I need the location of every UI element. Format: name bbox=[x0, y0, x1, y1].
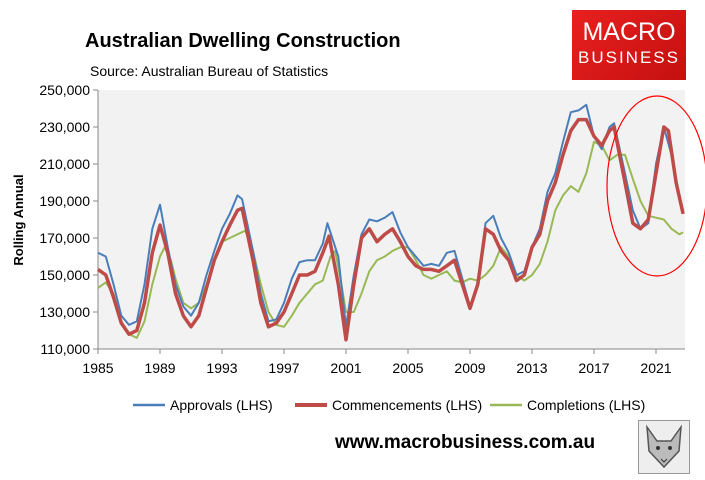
x-tick-label: 1989 bbox=[144, 360, 175, 376]
y-tick-label: 110,000 bbox=[40, 341, 90, 357]
annotation-ellipse bbox=[606, 95, 705, 277]
macrobusiness-logo: MACRO BUSINESS bbox=[572, 10, 686, 80]
legend-label: Approvals (LHS) bbox=[170, 397, 273, 413]
x-tick-label: 2005 bbox=[392, 360, 423, 376]
y-tick-label: 250,000 bbox=[39, 82, 90, 98]
y-tick-label: 130,000 bbox=[39, 304, 90, 320]
x-tick-label: 1985 bbox=[82, 360, 113, 376]
y-tick-label: 190,000 bbox=[39, 193, 90, 209]
logo-line2: BUSINESS bbox=[578, 48, 680, 67]
x-tick-label: 2009 bbox=[454, 360, 485, 376]
legend-label: Completions (LHS) bbox=[527, 397, 645, 413]
website-url: www.macrobusiness.com.au bbox=[335, 432, 596, 453]
chart-title: Australian Dwelling Construction bbox=[85, 30, 401, 52]
x-tick-label: 2021 bbox=[640, 360, 671, 376]
y-axis-label: Rolling Annual bbox=[11, 174, 26, 265]
x-tick-label: 2001 bbox=[330, 360, 361, 376]
y-tick-label: 150,000 bbox=[39, 267, 90, 283]
series-line-approvals bbox=[97, 103, 685, 328]
series-line-commencements bbox=[96, 117, 685, 342]
x-tick-label: 1993 bbox=[206, 360, 237, 376]
y-tick-label: 230,000 bbox=[39, 119, 90, 135]
y-tick-label: 170,000 bbox=[39, 230, 90, 246]
x-tick-label: 2013 bbox=[516, 360, 547, 376]
y-tick-label: 210,000 bbox=[39, 156, 90, 172]
chart-source: Source: Australian Bureau of Statistics bbox=[90, 63, 329, 79]
x-tick-label: 1997 bbox=[268, 360, 299, 376]
logo-line1: MACRO bbox=[582, 18, 676, 46]
legend-label: Commencements (LHS) bbox=[332, 397, 482, 413]
x-tick-label: 2017 bbox=[578, 360, 609, 376]
series-line-completions bbox=[97, 140, 684, 339]
fox-logo-icon bbox=[638, 420, 690, 474]
